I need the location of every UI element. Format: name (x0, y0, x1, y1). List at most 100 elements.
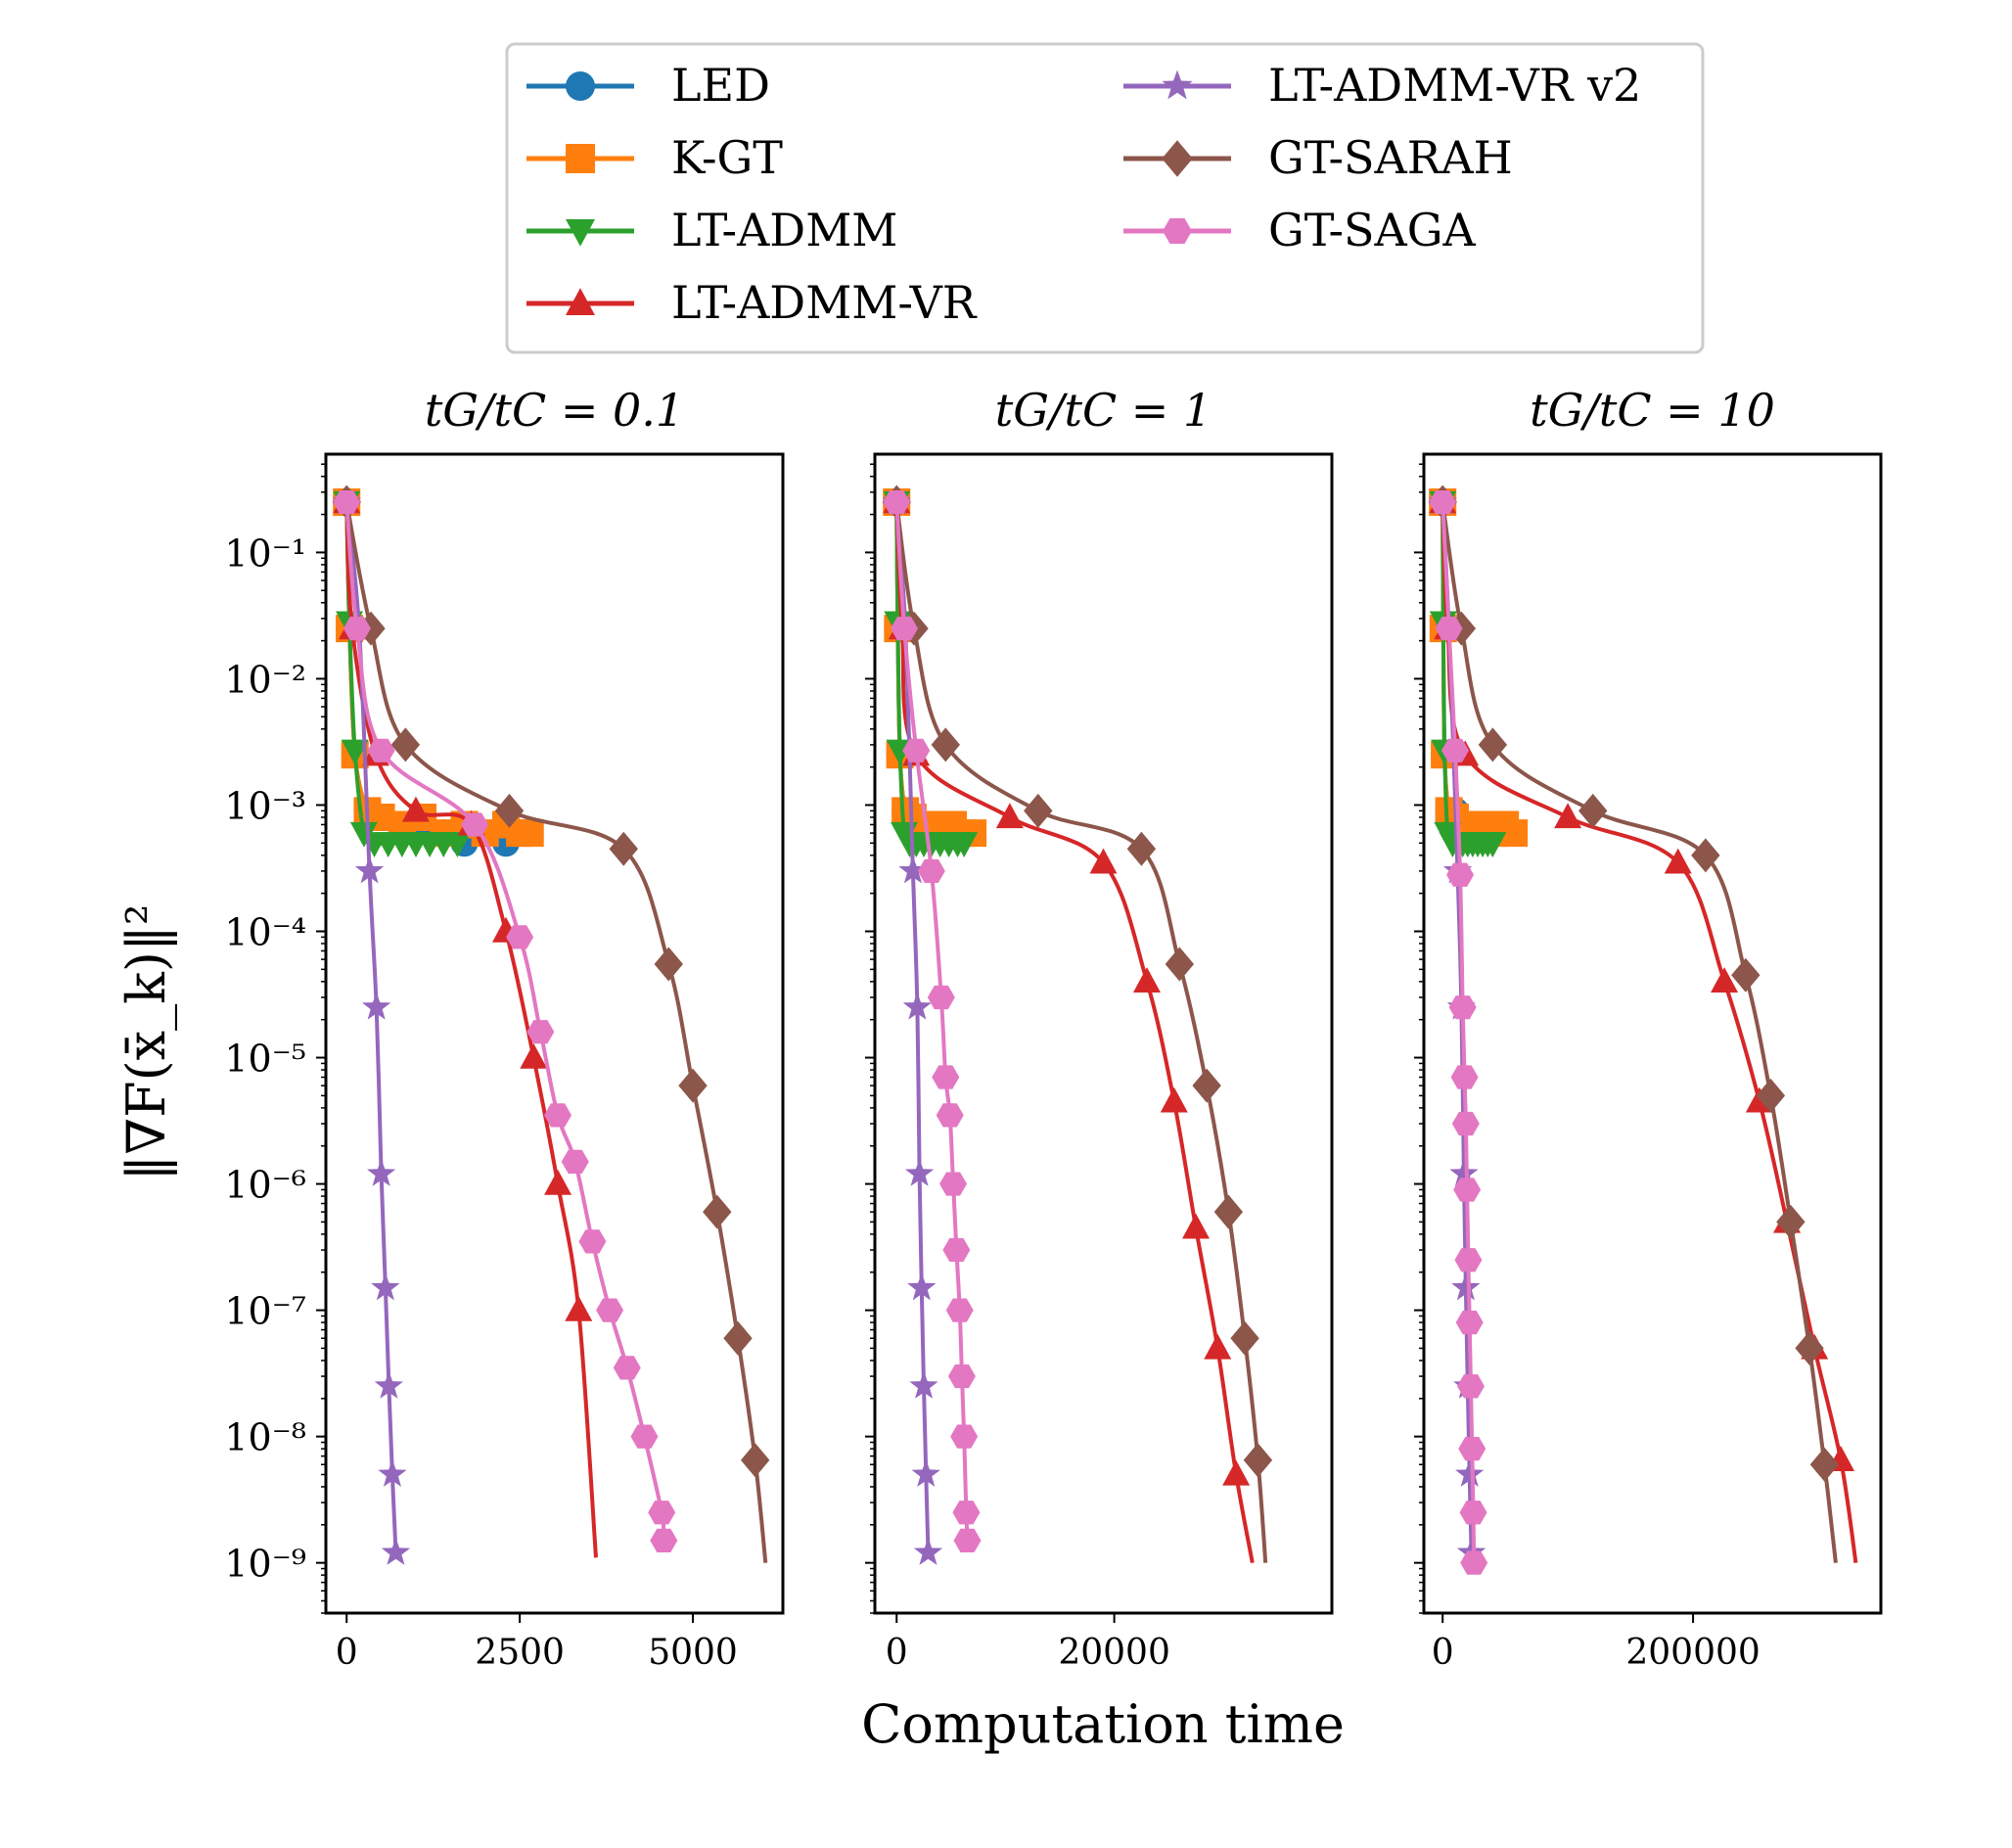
x-tick-label: 2500 (475, 1633, 565, 1673)
x-axis-label: Computation time (861, 1693, 1345, 1755)
data-point (1458, 1437, 1486, 1461)
y-tick-label: 10⁻¹ (224, 531, 306, 575)
data-point (461, 812, 489, 837)
data-point (443, 832, 472, 858)
data-point (1448, 995, 1477, 1020)
data-point (526, 1020, 555, 1044)
data-point (883, 489, 911, 515)
data-point (891, 616, 919, 641)
x-tick-label: 200000 (1625, 1633, 1760, 1673)
data-point (1192, 1068, 1221, 1103)
data-point (947, 1363, 976, 1389)
data-point (1160, 1086, 1188, 1113)
data-point (494, 793, 525, 828)
series-gt-saga (883, 489, 982, 1553)
data-point (1454, 1248, 1483, 1272)
data-point (1456, 1374, 1485, 1399)
data-point (1478, 727, 1508, 762)
legend-marker (1162, 69, 1193, 100)
data-point (1554, 803, 1582, 829)
subplot-title: tG/tC = 10 (1530, 384, 1775, 437)
legend-marker (566, 288, 595, 315)
data-point (1429, 489, 1457, 515)
data-point (390, 727, 421, 762)
series-gt-saga (333, 489, 678, 1553)
data-point (578, 1229, 607, 1254)
series-gt-sarah (882, 485, 1273, 1563)
data-point (945, 1298, 974, 1322)
data-point (371, 1272, 400, 1301)
data-point (1222, 1459, 1251, 1486)
data-point (1132, 967, 1161, 993)
data-point (723, 1320, 753, 1356)
series-line (344, 501, 768, 1563)
subplot-2: tG/tC = 1 0 20000 (865, 384, 1334, 1673)
series-lt-admm-vr (1429, 487, 1858, 1563)
series-gt-saga (1429, 489, 1488, 1575)
legend-label: K-GT (671, 131, 783, 184)
data-point (613, 1356, 641, 1380)
data-point (1165, 947, 1195, 982)
data-point (1024, 793, 1053, 828)
data-point (356, 611, 386, 646)
legend-item-lt-admm-vr: LT-ADMM-VR (526, 276, 978, 329)
y-tick-label: 10⁻² (224, 658, 306, 701)
data-point (1182, 1213, 1211, 1239)
plot-area (882, 485, 1273, 1565)
data-point (1453, 1178, 1482, 1202)
data-point (950, 832, 979, 858)
data-point (953, 1528, 982, 1553)
legend-marker (1163, 218, 1192, 244)
data-point (561, 1149, 589, 1174)
data-point (678, 1068, 708, 1103)
legend-item-gt-saga: GT-SAGA (1123, 204, 1477, 256)
data-point (932, 1065, 960, 1089)
data-point (703, 1194, 732, 1229)
data-point (1711, 967, 1739, 993)
legend-marker (566, 219, 595, 247)
legend: LED K-GT LT-ADMM LT-ADMM-VR LT-ADMM-VR v2 GT-… (505, 42, 1705, 354)
series-lt-admm-vr-v2 (882, 486, 943, 1565)
x-tick-label: 0 (336, 1633, 358, 1673)
y-tick-label: 10⁻⁹ (224, 1543, 306, 1586)
legend-label: GT-SARAH (1268, 131, 1513, 184)
data-point (374, 1370, 404, 1399)
series-line (344, 502, 598, 1558)
series-line (894, 501, 1268, 1563)
data-point (378, 1459, 407, 1487)
legend-marker (566, 71, 595, 101)
data-point (648, 1501, 676, 1525)
data-point (506, 925, 534, 949)
data-point (1450, 1065, 1479, 1089)
data-point (1460, 1550, 1488, 1575)
data-point (927, 985, 955, 1010)
x-tick-label: 0 (1432, 1633, 1454, 1673)
data-point (913, 1538, 943, 1565)
plot-area (1428, 485, 1858, 1575)
y-tick-label: 10⁻⁴ (224, 910, 306, 953)
data-point (1455, 1459, 1485, 1487)
axes-frame (1422, 452, 1883, 1615)
data-point (950, 1424, 979, 1449)
legend-item-lt-admm-vr-v2: LT-ADMM-VR v2 (1123, 59, 1641, 112)
series-line (1440, 501, 1838, 1563)
series-line (344, 502, 530, 836)
data-point (740, 1443, 770, 1478)
data-point (1230, 1320, 1259, 1356)
data-point (904, 1158, 935, 1186)
data-point (381, 1538, 411, 1565)
legend-label: LED (671, 59, 770, 112)
data-point (1435, 616, 1463, 641)
subplot-title: tG/tC = 0.1 (425, 384, 684, 437)
data-point (367, 738, 395, 762)
data-point (520, 1042, 548, 1069)
data-point (354, 855, 385, 884)
data-point (1691, 838, 1720, 873)
y-tick-label: 10⁻⁷ (224, 1290, 306, 1333)
data-point (333, 489, 361, 515)
subplot-3: tG/tC = 10 0 200000 (1414, 384, 1883, 1673)
legend-label: GT-SAGA (1268, 204, 1477, 256)
data-point (1204, 1333, 1232, 1360)
data-point (366, 1158, 396, 1186)
data-point (341, 739, 369, 765)
